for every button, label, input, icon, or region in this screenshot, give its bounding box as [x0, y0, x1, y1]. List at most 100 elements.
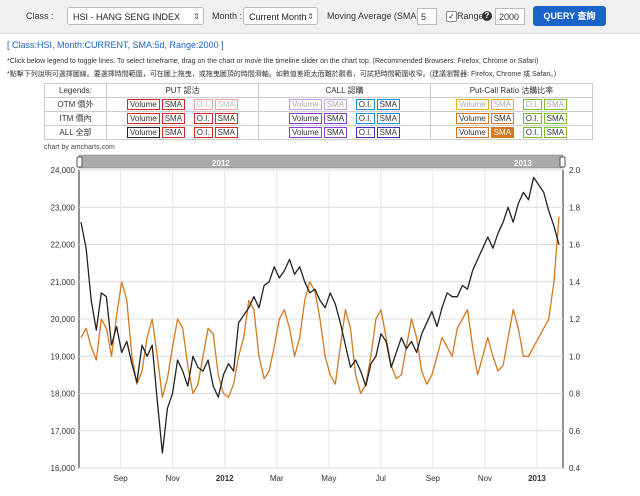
sma-label: Moving Average (SMA) :: [327, 11, 425, 21]
grid: [79, 169, 563, 469]
x-tick-label: Nov: [166, 474, 180, 483]
y-tick-label-right: 1.4: [569, 278, 581, 287]
put-oi-toggle[interactable]: O.I.: [193, 127, 213, 138]
legend-table: Legends: PUT 認沽 CALL 認購 Put-Call Ratio 沽…: [44, 83, 593, 140]
call-sma-toggle[interactable]: SMA: [323, 113, 348, 124]
put-volume-toggle[interactable]: Volume: [127, 99, 160, 110]
x-tick-label: 2012: [216, 474, 234, 483]
call-oi-toggle[interactable]: O.I.: [355, 127, 375, 138]
ratio-volume-toggle[interactable]: Volume: [456, 127, 489, 138]
legend-header-call: CALL 認購: [258, 83, 431, 98]
put-sma-toggle[interactable]: SMA: [161, 113, 186, 124]
call-sma-toggle[interactable]: SMA: [323, 99, 348, 110]
series-line-ratio: [80, 216, 560, 398]
put-oi-sma-toggle[interactable]: SMA: [214, 99, 238, 110]
ratio-oi-toggle[interactable]: O.I.: [522, 99, 542, 110]
y-tick-label-left: 18,000: [51, 390, 76, 399]
put-sma-toggle[interactable]: SMA: [161, 99, 186, 110]
x-tick-label: Mar: [270, 474, 284, 483]
legend-row-label: ALL 全部: [44, 125, 107, 140]
class-select-value: HSI - HANG SENG INDEX: [73, 12, 181, 22]
legend-row-all: ALL 全部 Volume SMA O.I. SMA Volume SMA O.I. S…: [44, 125, 593, 140]
call-volume-toggle[interactable]: Volume: [289, 99, 322, 110]
call-oi-toggle[interactable]: O.I.: [355, 113, 375, 124]
y-tick-label-right: 1.2: [569, 315, 581, 324]
call-oi-sma-toggle[interactable]: SMA: [376, 99, 400, 110]
call-volume-toggle[interactable]: Volume: [289, 127, 322, 138]
y-tick-label-right: 0.6: [569, 427, 581, 436]
y-tick-label-right: 2.0: [569, 166, 581, 175]
instructions-zh: *點擊下列說明可選擇圖線。要選擇時間範圍，可在圖上拖曳，或拖曳圖頂的時間滑軸。如…: [7, 71, 557, 78]
month-label: Month :: [212, 11, 243, 21]
call-volume-toggle[interactable]: Volume: [289, 113, 322, 124]
range-checkbox[interactable]: ✓: [446, 11, 457, 22]
scrollbar[interactable]: 2012 2013: [76, 154, 566, 169]
ratio-sma-toggle[interactable]: SMA: [490, 113, 515, 124]
legend-header-ratio: Put-Call Ratio 沽購比率: [430, 83, 593, 98]
put-volume-toggle[interactable]: Volume: [127, 127, 160, 138]
scrollbar-left-handle[interactable]: [76, 156, 83, 168]
class-select[interactable]: HSI - HANG SENG INDEX ⇕: [67, 7, 204, 25]
ratio-oi-sma-toggle[interactable]: SMA: [543, 127, 567, 138]
query-button[interactable]: QUERY 查詢: [533, 6, 606, 26]
call-oi-sma-toggle[interactable]: SMA: [376, 113, 400, 124]
y-tick-label-left: 23,000: [51, 203, 76, 212]
ratio-oi-toggle[interactable]: O.I.: [522, 127, 542, 138]
put-oi-sma-toggle[interactable]: SMA: [214, 113, 238, 124]
y-tick-label-left: 21,000: [51, 278, 76, 287]
query-toolbar: Class : HSI - HANG SENG INDEX ⇕ Month : C…: [0, 0, 640, 34]
legend-header-legends: Legends:: [44, 83, 107, 98]
call-oi-toggle[interactable]: O.I.: [355, 99, 375, 110]
ratio-volume-toggle[interactable]: Volume: [456, 113, 489, 124]
chart-area[interactable]: 2012 2013 16,000 0.4 17,000 0.6 18,000 0.8 19,…: [0, 150, 640, 496]
y-tick-label-left: 19,000: [51, 352, 76, 361]
y-tick-label-right: 1.6: [569, 241, 581, 250]
legend-row-otm: OTM 價外 Volume SMA O.I. SMA Volume SMA O.I. S…: [44, 97, 593, 112]
range-input[interactable]: 2000: [495, 8, 525, 25]
page-title: [ Class:HSI, Month:CURRENT, SMA:5d, Rang…: [7, 40, 224, 50]
call-oi-sma-toggle[interactable]: SMA: [376, 127, 400, 138]
instructions-en: *Click below legend to toggle lines. To …: [7, 58, 539, 65]
axes: 16,000 0.4 17,000 0.6 18,000 0.8 19,000 1.0 20,0…: [51, 166, 581, 483]
x-tick-label: Jul: [376, 474, 386, 483]
series-line-index: [80, 176, 560, 454]
month-select[interactable]: Current Month ⇕: [243, 7, 318, 25]
put-oi-toggle[interactable]: O.I.: [193, 99, 213, 110]
scrollbar-right-handle[interactable]: [559, 156, 566, 168]
x-tick-label: 2013: [528, 474, 546, 483]
legend-header-put: PUT 認沽: [106, 83, 259, 98]
class-label: Class :: [26, 11, 54, 21]
call-sma-toggle[interactable]: SMA: [323, 127, 348, 138]
legend-row-label: ITM 價內: [44, 111, 107, 126]
range-label: Range: [457, 11, 484, 21]
legend-row-itm: ITM 價內 Volume SMA O.I. SMA Volume SMA O.I. S…: [44, 111, 593, 126]
y-tick-label-right: 0.4: [569, 464, 581, 473]
y-tick-label-right: 1.8: [569, 203, 581, 212]
put-sma-toggle[interactable]: SMA: [161, 127, 186, 138]
y-tick-label-left: 20,000: [51, 315, 76, 324]
ratio-oi-sma-toggle[interactable]: SMA: [543, 113, 567, 124]
x-tick-label: May: [321, 474, 336, 483]
put-oi-toggle[interactable]: O.I.: [193, 113, 213, 124]
put-volume-toggle[interactable]: Volume: [127, 113, 160, 124]
put-oi-sma-toggle[interactable]: SMA: [214, 127, 238, 138]
ratio-oi-sma-toggle[interactable]: SMA: [543, 99, 567, 110]
scrollbar-selection[interactable]: [79, 155, 563, 168]
x-tick-label: Nov: [478, 474, 492, 483]
ratio-volume-toggle[interactable]: Volume: [456, 99, 489, 110]
ratio-oi-toggle[interactable]: O.I.: [522, 113, 542, 124]
series-lines: [80, 176, 560, 454]
select-arrows-icon: ⇕: [307, 12, 314, 21]
y-tick-label-left: 22,000: [51, 241, 76, 250]
chart-credit: chart by amcharts.com: [44, 144, 115, 151]
select-arrows-icon: ⇕: [193, 12, 200, 21]
ratio-sma-toggle[interactable]: SMA: [490, 99, 515, 110]
scrollbar-label: 2012: [212, 159, 230, 168]
y-tick-label-left: 24,000: [51, 166, 76, 175]
ratio-sma-toggle-active[interactable]: SMA: [490, 127, 515, 138]
y-tick-label-right: 0.8: [569, 390, 581, 399]
help-icon[interactable]: ?: [482, 11, 492, 21]
scrollbar-label: 2013: [514, 159, 532, 168]
sma-input[interactable]: 5: [417, 8, 437, 25]
x-tick-label: Sep: [426, 474, 441, 483]
